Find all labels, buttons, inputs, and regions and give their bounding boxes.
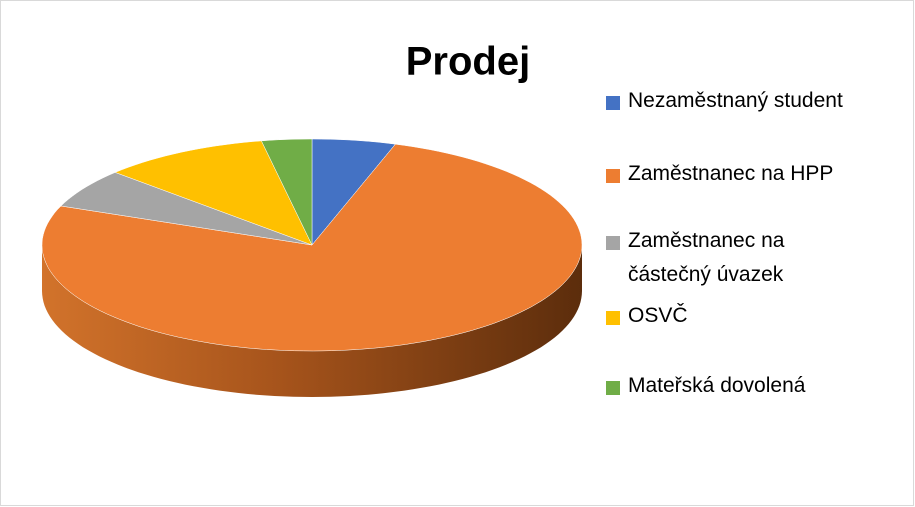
- pie-slice: [60, 172, 313, 246]
- legend-label: Zaměstnanec na HPP: [628, 162, 834, 185]
- legend-item: Nezaměstnaný student: [606, 89, 853, 118]
- legend-swatch: [606, 169, 620, 183]
- legend-swatch: [606, 311, 620, 325]
- pie-slice: [41, 143, 583, 352]
- pie-slice: [114, 140, 313, 246]
- legend-item: Zaměstnanec na částečný úvazek: [606, 229, 853, 292]
- legend-item: Mateřská dovolená: [606, 374, 853, 403]
- pie-slice: [261, 138, 313, 246]
- legend-item: OSVČ: [606, 304, 853, 333]
- legend-swatch: [606, 96, 620, 110]
- legend-swatch: [606, 236, 620, 250]
- chart-title: Prodej: [406, 40, 530, 84]
- legend-item: Zaměstnanec na HPP: [606, 162, 853, 191]
- pie-slice: [311, 138, 396, 246]
- legend-label: OSVČ: [628, 304, 688, 327]
- legend-label: Mateřská dovolená: [628, 374, 806, 397]
- pie-side: [42, 245, 582, 397]
- legend-label: Zaměstnanec na částečný úvazek: [628, 229, 785, 286]
- legend-label: Nezaměstnaný student: [628, 89, 843, 112]
- legend-swatch: [606, 381, 620, 395]
